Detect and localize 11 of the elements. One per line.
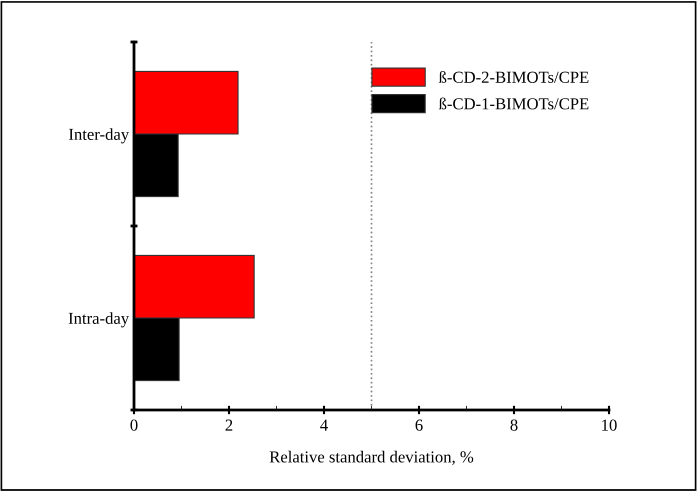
x-axis-title: Relative standard deviation, % [270, 450, 474, 465]
y-tick-label: Intra-day [68, 312, 130, 328]
x-tick-label: 10 [602, 420, 617, 431]
x-tick-label: 2 [226, 420, 232, 431]
x-tick-label: 4 [320, 420, 328, 431]
legend-label: ß-CD-1-BIMOTs/CPE [438, 98, 588, 110]
x-tick-label: 6 [416, 420, 423, 431]
legend-label: ß-CD-2-BIMOTs/CPE [438, 70, 588, 83]
x-tick-label: 8 [510, 420, 518, 431]
y-tick-label: Inter-day [69, 128, 130, 144]
x-tick-label: 0 [130, 420, 138, 431]
